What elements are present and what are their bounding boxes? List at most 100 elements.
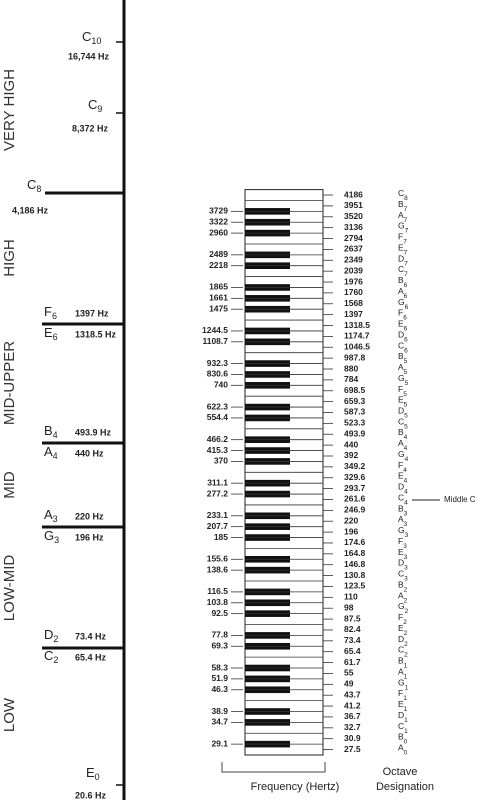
note-letter: E: [398, 547, 404, 557]
marker-note: E6: [44, 325, 58, 342]
white-key-note: F1: [398, 688, 407, 701]
white-key-note: D4: [398, 482, 408, 495]
black-key-frequency: 466.2: [207, 434, 229, 444]
white-key-note: C4: [398, 493, 408, 506]
octave-number: 1: [404, 717, 408, 724]
white-key-note: G2: [398, 601, 409, 614]
note-letter: A: [398, 667, 404, 677]
black-key-frequency: 69.3: [211, 641, 228, 651]
note-letter: F: [44, 304, 52, 319]
note-letter: C: [27, 177, 36, 192]
octave-number: 7: [404, 217, 408, 224]
marker-note: A3: [44, 507, 58, 524]
octave-number: 6: [404, 282, 408, 289]
note-letter: A: [44, 507, 53, 522]
range-label: HIGH: [1, 239, 18, 277]
octave-number: 0: [404, 738, 408, 745]
note-letter: F: [398, 384, 403, 394]
black-key-frequency: 277.2: [207, 488, 229, 498]
note-letter: A: [44, 444, 53, 459]
white-key-frequency: 440: [344, 439, 358, 449]
white-key-note: E3: [398, 547, 408, 560]
white-key-frequency: 164.8: [344, 548, 366, 558]
note-letter: C: [398, 493, 404, 503]
white-key-frequency: 349.2: [344, 461, 366, 471]
white-key-note: E1: [398, 699, 408, 712]
white-key-note: A3: [398, 514, 408, 527]
range-label: VERY HIGH: [1, 69, 18, 151]
white-key-frequency: 220: [344, 515, 358, 525]
octave-number: 6: [404, 293, 408, 300]
black-key-frequency: 155.6: [207, 554, 229, 564]
octave-number: 2: [403, 619, 407, 626]
note-letter: E: [398, 699, 404, 709]
note-letter: F: [398, 536, 403, 546]
octave-number: 4: [53, 430, 58, 440]
marker-frequency: 493.9 Hz: [75, 427, 112, 437]
white-key-note: B1: [398, 656, 408, 669]
note-letter: C: [44, 648, 53, 663]
white-key-frequency: 293.7: [344, 483, 366, 493]
white-key-note: B3: [398, 504, 408, 517]
octave-number: 3: [404, 554, 408, 561]
white-key-frequency: 43.7: [344, 689, 361, 699]
white-key-note: D5: [398, 406, 408, 419]
white-key-note: E2: [398, 623, 408, 636]
note-letter: C: [398, 417, 404, 427]
marker-frequency: 1318.5 Hz: [75, 329, 117, 339]
octave-number: 2: [404, 597, 408, 604]
note-letter: C: [82, 29, 91, 44]
marker-note: C10: [82, 29, 101, 46]
note-letter: F: [398, 232, 403, 242]
note-letter: A: [398, 743, 404, 753]
octave-number: 3: [404, 575, 408, 582]
note-letter: G: [398, 449, 405, 459]
marker-frequency: 196 Hz: [75, 532, 104, 542]
octave-number: 8: [36, 184, 41, 194]
black-key-frequency: 138.6: [207, 564, 229, 574]
black-key-frequency: 3322: [209, 216, 228, 226]
note-letter: G: [398, 221, 405, 231]
note-letter: E: [398, 243, 404, 253]
white-key-note: A7: [398, 210, 408, 223]
note-letter: B: [398, 732, 404, 742]
white-key-frequency: 196: [344, 526, 358, 536]
marker-frequency: 1397 Hz: [75, 308, 109, 318]
white-key-frequency: 587.3: [344, 407, 366, 417]
black-key-frequency: 1108.7: [202, 336, 228, 346]
white-key-note: F3: [398, 536, 407, 549]
white-key-note: A5: [398, 362, 408, 375]
note-letter: G: [398, 601, 405, 611]
black-key-frequency: 370: [214, 456, 228, 466]
note-letter: A: [398, 362, 404, 372]
note-letter: E: [398, 395, 404, 405]
white-key-frequency: 392: [344, 450, 358, 460]
octave-number: 7: [404, 249, 408, 256]
white-key-frequency: 49: [344, 679, 354, 689]
black-key-frequency: 38.9: [211, 706, 228, 716]
white-key-frequency: 4186: [344, 189, 363, 199]
white-key-frequency: 493.9: [344, 428, 366, 438]
marker-frequency: 65.4 Hz: [75, 652, 107, 662]
black-key-frequency: 3729: [209, 206, 228, 216]
octave-number: 4: [53, 451, 58, 461]
note-letter: C: [398, 188, 404, 198]
note-letter: B: [398, 275, 404, 285]
white-key-frequency: 41.2: [344, 700, 361, 710]
white-key-note: B2: [398, 580, 408, 593]
note-letter: B: [44, 423, 53, 438]
white-key-note: G4: [398, 449, 409, 462]
note-letter: A: [398, 514, 404, 524]
black-key-frequency: 92.5: [211, 608, 228, 618]
note-letter: D: [398, 406, 404, 416]
black-key-frequency: 1475: [209, 303, 228, 313]
white-key-frequency: 3136: [344, 222, 363, 232]
white-key-frequency: 246.9: [344, 505, 366, 515]
octave-number: 5: [403, 390, 407, 397]
octave-number: 1: [404, 706, 408, 713]
white-key-note: A0: [398, 743, 408, 756]
octave-number: 7: [403, 238, 407, 245]
white-key-note: D7: [398, 254, 408, 267]
black-key-frequency: 415.3: [207, 445, 229, 455]
